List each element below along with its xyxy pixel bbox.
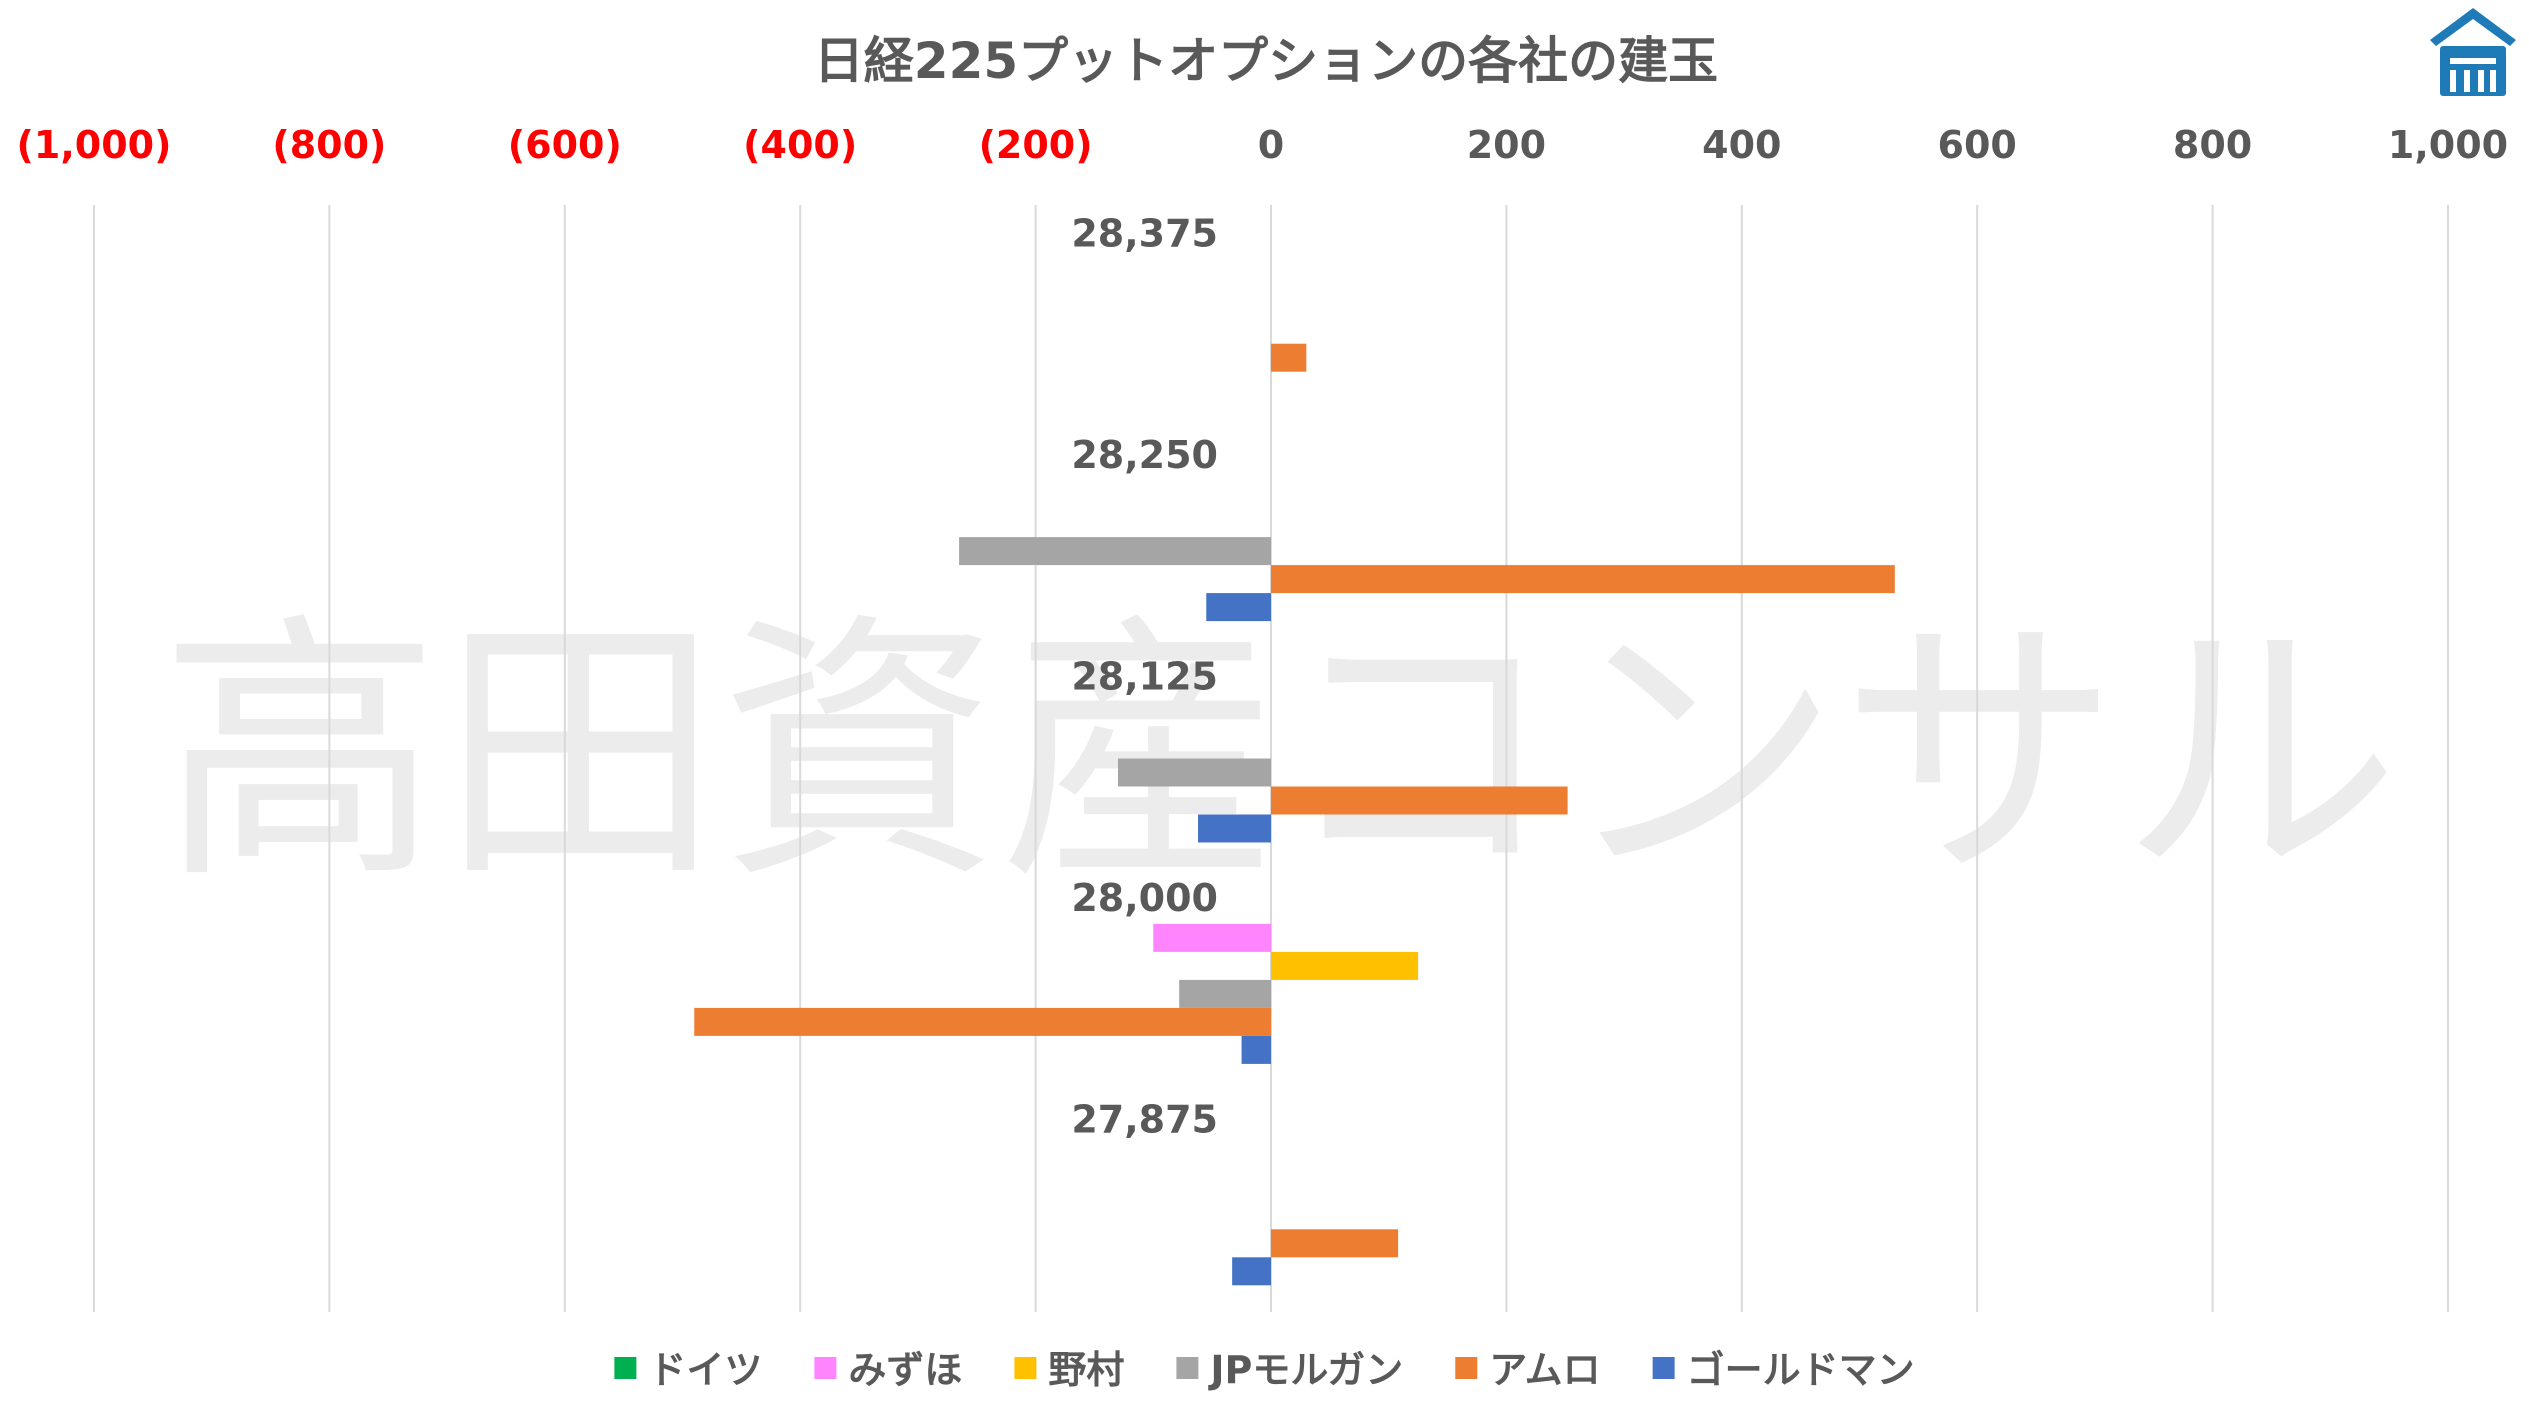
bar [1271,343,1307,372]
bar [1206,593,1271,622]
category-label: 28,125 [1071,655,1218,699]
x-axis-ticks: (1,000) (800) (600) (400) (200) 0 200 400 600 800… [17,123,2509,167]
bar [1241,1035,1271,1064]
bar [1271,565,1895,594]
x-tick-label: 800 [2173,123,2252,167]
legend-label: ドイツ [648,1348,762,1392]
legend-swatch [1176,1357,1199,1379]
bar [1271,951,1419,980]
legend-label: 野村 [1048,1348,1124,1392]
bar [1271,786,1568,815]
bar [959,537,1271,566]
category-labels: 28,375 28,250 28,125 28,000 27,875 [1071,212,1218,1142]
bar [1179,979,1271,1008]
x-tick-label: (600) [508,123,622,167]
x-tick-label: (1,000) [17,123,172,167]
category-label: 28,375 [1071,212,1218,256]
bars [694,343,1895,1286]
bar [1153,923,1271,952]
category-label: 28,250 [1071,433,1218,477]
legend-swatch [1014,1357,1037,1379]
bar [694,1007,1271,1036]
legend-label: ゴールドマン [1687,1348,1915,1392]
legend-label: みずほ [848,1348,962,1392]
house-logo-icon [2430,8,2516,96]
bar [1198,814,1271,843]
x-tick-label: 0 [1258,123,1284,167]
x-tick-label: 400 [1702,123,1781,167]
chart-title: 日経225プットオプションの各社の建玉 [814,32,1718,90]
category-label: 27,875 [1071,1097,1218,1141]
legend: ドイツ みずほ 野村 JPモルガン アムロ ゴールドマン [614,1348,1915,1392]
x-tick-label: (800) [272,123,386,167]
bar [1232,1257,1271,1286]
legend-label: JPモルガン [1207,1348,1403,1392]
legend-swatch [614,1357,637,1379]
watermark: 高田資産コンサル [160,591,2400,917]
x-tick-label: 200 [1467,123,1546,167]
category-label: 28,000 [1071,876,1218,920]
x-tick-label: 600 [1938,123,2017,167]
x-tick-label: (400) [743,123,857,167]
legend-swatch [814,1357,837,1379]
legend-label: アムロ [1489,1348,1600,1392]
x-tick-label: 1,000 [2388,123,2508,167]
x-tick-label: (200) [979,123,1093,167]
legend-swatch [1455,1357,1478,1379]
bar [1117,758,1271,787]
legend-swatch [1652,1357,1675,1379]
bar [1271,1229,1399,1258]
